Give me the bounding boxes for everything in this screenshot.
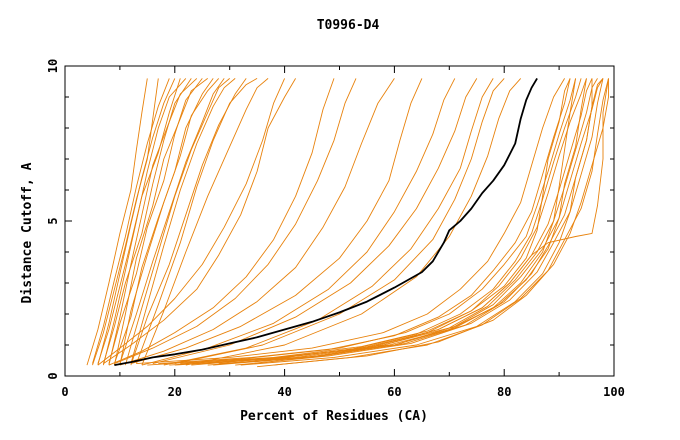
x-tick-label: 40 [277,385,291,399]
model-line-3 [92,78,170,364]
model-line-43 [196,78,609,365]
model-line-45 [218,78,587,365]
model-line-5 [97,78,181,364]
model-line-39 [235,78,604,366]
y-tick-label: 5 [46,217,60,224]
x-tick-label: 60 [387,385,401,399]
model-line-6 [102,78,187,366]
model-line-7 [102,78,192,364]
model-line-21 [108,78,335,366]
x-tick-label: 80 [497,385,511,399]
x-axis-title: Percent of Residues (CA) [240,409,428,424]
model-line-38 [224,78,604,365]
model-line-24 [130,78,423,365]
model-line-41 [273,78,609,366]
model-line-25 [141,78,456,366]
model-line-14 [124,78,230,366]
model-line-34 [180,78,587,365]
model-line-16 [130,78,247,366]
model-line-9 [108,78,203,364]
model-line-22 [114,78,357,365]
model-line-30 [136,78,565,365]
model-line-1 [86,78,148,366]
model-line-26 [152,78,478,365]
model-line-42 [174,78,571,366]
x-tick-label: 100 [603,385,625,399]
model-line-18 [141,78,269,366]
model-line-19 [97,78,286,366]
model-line-32 [158,78,577,365]
model-line-44 [207,78,577,366]
model-line-4 [97,78,176,366]
y-axis-title: Distance Cutoff, A [20,162,35,303]
model-line-2 [92,78,159,366]
model-line-28 [174,78,505,365]
model-line-29 [185,78,522,366]
model-line-13 [119,78,225,364]
model-lines [86,78,609,368]
chart-title: T0996-D4 [317,18,380,33]
model-line-8 [108,78,198,366]
model-line-20 [103,78,296,364]
axis-ticks [64,65,615,377]
axis-tick-labels: 0 20 40 60 80 100 0 5 10 [46,59,625,399]
highlight-series-line [114,77,538,366]
model-line-17 [135,78,258,364]
model-line-23 [119,78,395,366]
model-line-35 [191,78,593,366]
highlight-line [114,77,538,366]
model-line-12 [119,78,220,366]
x-tick-label: 0 [61,385,68,399]
x-tick-label: 20 [168,385,182,399]
model-line-40 [257,78,609,368]
model-line-31 [147,78,571,366]
y-tick-label: 10 [46,59,60,73]
model-line-46 [240,78,593,366]
model-line-10 [113,78,208,366]
model-line-15 [130,78,236,364]
model-line-27 [163,78,494,366]
y-tick-label: 0 [46,372,60,379]
